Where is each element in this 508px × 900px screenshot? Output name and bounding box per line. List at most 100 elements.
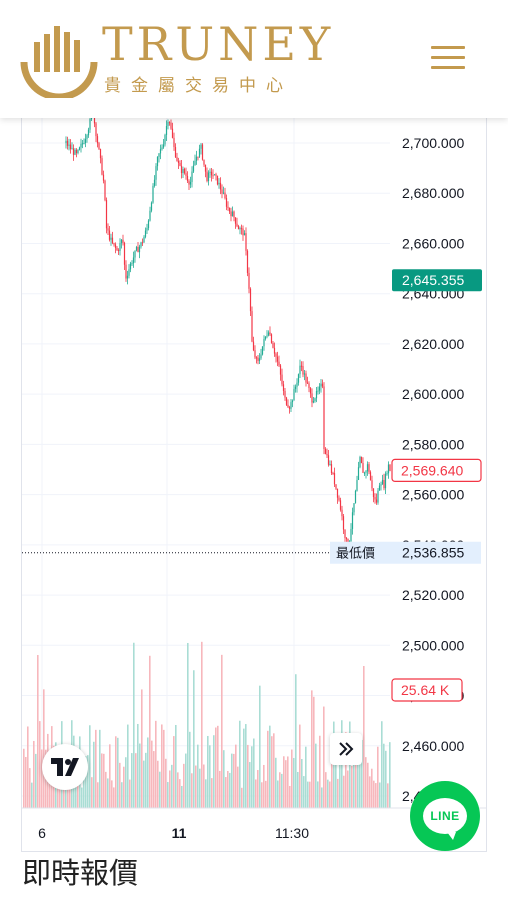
volume-bar (187, 642, 189, 808)
candle-body (230, 211, 232, 217)
volume-bar (307, 781, 309, 808)
candle-body (261, 346, 264, 355)
candle-body (363, 472, 366, 474)
candle-body (381, 479, 384, 485)
volume-bar (135, 753, 137, 808)
candle-body (117, 250, 120, 252)
candle-body (177, 161, 180, 163)
candle-body (282, 384, 285, 391)
candle-body (314, 398, 316, 401)
volume-bar (365, 757, 367, 808)
hamburger-menu-icon[interactable] (428, 44, 468, 72)
candle-body (369, 472, 372, 481)
volume-bar (321, 787, 323, 808)
volume-bar (159, 771, 161, 808)
candle-body (143, 236, 145, 243)
candle-body (147, 220, 150, 229)
candle-body (179, 162, 181, 166)
candle-body (180, 165, 183, 174)
volume-bar (83, 757, 85, 808)
volume-bar (201, 641, 203, 808)
price-tick-label: 2,520.000 (402, 587, 464, 603)
chart-canvas[interactable]: 2,700.0002,680.0002,660.0002,640.0002,62… (22, 118, 487, 852)
volume-bar (325, 772, 327, 808)
candle-body (144, 230, 147, 237)
price-tick-label: 2,460.000 (402, 738, 464, 754)
truney-logo-icon[interactable] (20, 20, 98, 98)
candle-body (255, 357, 258, 359)
volume-bar (147, 737, 149, 808)
candle-body (296, 382, 298, 387)
candle-body (368, 464, 370, 473)
volume-bar (315, 743, 317, 808)
volume-bar (179, 779, 181, 808)
candle-body (350, 528, 352, 542)
candle-body (185, 173, 187, 176)
volume-bar (387, 783, 389, 808)
volume-bar (259, 685, 261, 808)
volume-bar (169, 770, 171, 808)
candle-body (239, 228, 241, 230)
candle-body (222, 192, 225, 194)
reference-price-badge (392, 269, 482, 292)
volume-bar (171, 764, 173, 808)
candle-body (165, 126, 168, 135)
price-tick-label: 2,660.000 (402, 235, 464, 251)
price-chart[interactable]: 2,700.000 2,680.000 2,660.000 2,640.000 2,62… (21, 118, 487, 852)
last-price-label: 2,569.640 (401, 462, 463, 478)
candle-body (246, 250, 249, 273)
candle-body (161, 147, 163, 150)
tradingview-logo-icon[interactable] (42, 744, 88, 790)
candle-body (146, 228, 148, 231)
volume-bar (269, 725, 271, 808)
candle-body (102, 174, 105, 181)
candle-body (152, 185, 154, 203)
candle-body (209, 171, 211, 173)
volume-bar (111, 780, 113, 808)
candle-body (84, 138, 87, 143)
candle-body (360, 456, 363, 463)
candle-body (344, 529, 346, 538)
candle-body (182, 169, 184, 174)
candle-body (126, 275, 129, 279)
volume-bar (161, 724, 163, 808)
candle-body (326, 454, 328, 456)
volume-bar (237, 766, 239, 808)
candle-body (203, 159, 205, 165)
candle-body (170, 122, 172, 129)
volume-bar (207, 735, 209, 808)
candle-body (372, 488, 375, 498)
volume-bar (329, 781, 331, 808)
line-chat-button[interactable]: LINE (410, 781, 480, 851)
volume-bar (203, 764, 205, 808)
volume-bar (35, 753, 37, 808)
candle-body (312, 400, 315, 403)
volume-bar (91, 777, 93, 808)
candle-body (300, 365, 303, 367)
candle-body (191, 171, 193, 182)
candle-body (141, 242, 144, 244)
candle-body (89, 119, 91, 130)
candle-body (384, 473, 387, 489)
candle-body (294, 386, 297, 389)
volume-bar (199, 768, 201, 808)
volume-bar (219, 770, 221, 808)
volume-bar (167, 782, 169, 808)
candle-body (380, 484, 382, 486)
candle-body (72, 148, 75, 155)
candle-body (90, 118, 93, 120)
volume-bar (377, 746, 379, 808)
candle-body (276, 356, 279, 362)
volume-bar (39, 721, 41, 808)
volume-bar (227, 771, 229, 808)
volume-bar (215, 727, 217, 808)
candle-body (80, 143, 82, 148)
candle-body (227, 206, 229, 208)
candle-body (251, 311, 253, 342)
double-chevron-right-icon[interactable] (330, 733, 362, 765)
volume-bar (145, 752, 147, 808)
volume-bar (289, 785, 291, 808)
candle-body (155, 166, 157, 180)
volume-bar (367, 762, 369, 808)
candle-body (164, 134, 166, 145)
